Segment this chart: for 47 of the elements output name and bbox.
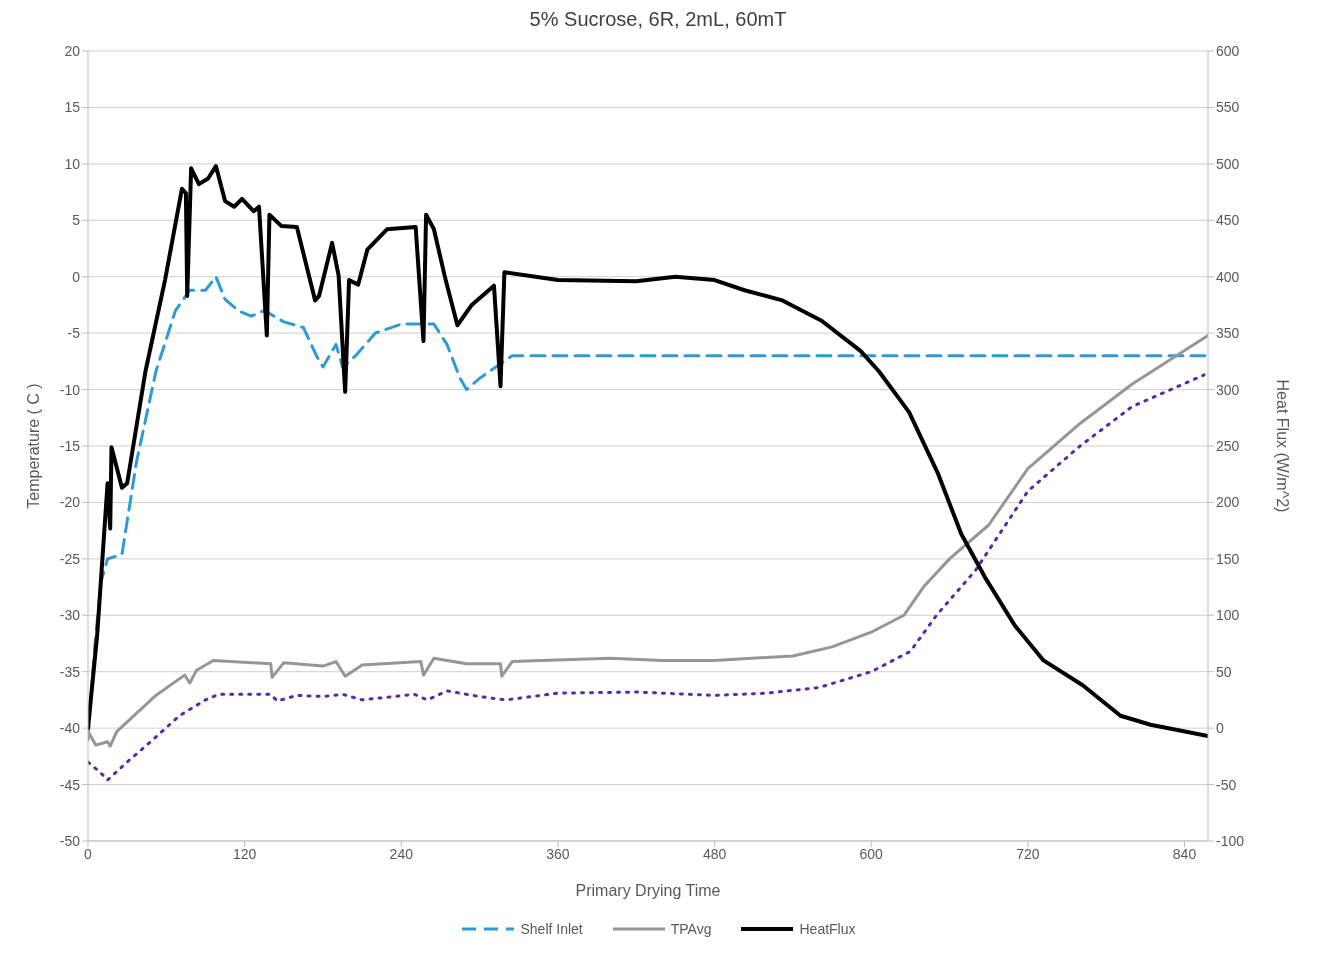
y-tick-label: -35 <box>59 663 81 680</box>
y-tick-label: 10 <box>64 155 81 172</box>
y-tick-label: -5 <box>67 325 81 342</box>
y2-tick-label: 0 <box>1216 720 1224 737</box>
y-tick-label: -10 <box>59 381 81 398</box>
x-tick-label: 480 <box>702 845 727 862</box>
y2-tick-label: 200 <box>1216 494 1240 511</box>
y2-axis-title: Heat Flux (W/m^2) <box>1274 379 1292 513</box>
y-tick-label: 5 <box>72 212 81 229</box>
legend-label: TPAvg <box>670 921 712 937</box>
y2-tick-label: 350 <box>1216 325 1240 342</box>
y2-tick-label: 250 <box>1216 437 1240 454</box>
y-tick-label: 20 <box>64 42 81 59</box>
y-tick-label: -15 <box>59 437 81 454</box>
x-tick-label: 600 <box>859 845 884 862</box>
y-tick-label: -20 <box>59 494 81 511</box>
legend-label: HeatFlux <box>799 921 856 937</box>
legend-label: Shelf Inlet <box>520 921 583 937</box>
x-tick-label: 120 <box>232 845 257 862</box>
y2-tick-label: -100 <box>1216 832 1245 849</box>
y-tick-label: -45 <box>59 776 81 793</box>
x-tick-label: 240 <box>389 845 414 862</box>
y2-tick-label: 600 <box>1216 42 1240 59</box>
chart-title: 5% Sucrose, 6R, 2mL, 60mT <box>528 8 788 31</box>
y-tick-label: -40 <box>59 720 81 737</box>
y-tick-label: -50 <box>59 832 81 849</box>
x-tick-label: 0 <box>84 845 93 862</box>
y2-tick-label: 300 <box>1216 381 1240 398</box>
line-series <box>88 164 1208 739</box>
y-tick-label: -30 <box>59 607 81 624</box>
y-tick-label: -25 <box>59 550 81 567</box>
y2-tick-label: -50 <box>1216 776 1237 793</box>
y2-tick-label: 50 <box>1216 663 1232 680</box>
x-tick-label: 840 <box>1172 845 1197 862</box>
x-tick-label: 360 <box>546 845 570 862</box>
y2-tick-label: 400 <box>1216 268 1240 285</box>
x-tick-label: 720 <box>1016 845 1040 862</box>
y2-tick-label: 150 <box>1216 550 1240 567</box>
y-axis-title: Temperature ( C ) <box>24 383 42 509</box>
y2-tick-label: 550 <box>1216 99 1240 116</box>
x-axis-title: Primary Drying Time <box>575 882 721 899</box>
y2-tick-label: 100 <box>1216 607 1240 624</box>
y2-tick-label: 450 <box>1216 212 1240 229</box>
line-series <box>88 373 1206 782</box>
y-tick-label: 15 <box>64 99 81 116</box>
y2-tick-label: 500 <box>1216 155 1240 172</box>
y-tick-label: 0 <box>72 268 81 285</box>
